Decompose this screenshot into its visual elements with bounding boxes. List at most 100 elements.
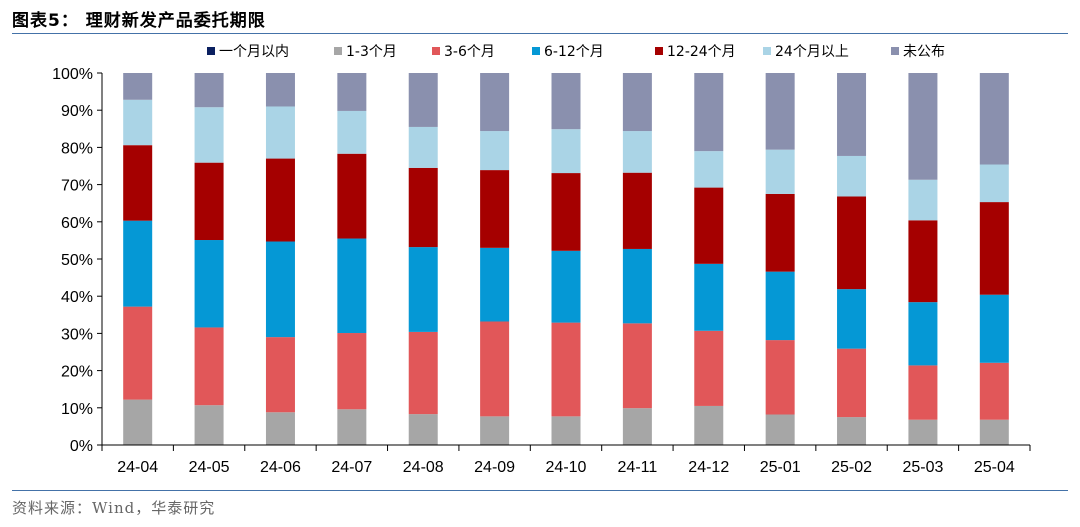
legend-swatch	[763, 47, 771, 55]
bar-segment	[622, 131, 652, 173]
bar-segment	[908, 220, 938, 303]
bar-segment	[265, 241, 295, 338]
bar-segment	[551, 250, 581, 323]
legend-swatch	[207, 47, 215, 55]
bar-segment	[408, 167, 438, 248]
legend-label: 3-6个月	[444, 44, 495, 60]
x-tick-label: 24-12	[688, 459, 729, 476]
chart-legend: 一个月以内 1-3个月 3-6个月 6-12个月 12-24个月 24个月以上 未公布	[207, 44, 945, 60]
bar-segment	[194, 405, 224, 445]
bar-segment	[765, 340, 795, 415]
x-tick-label: 24-05	[189, 459, 230, 476]
y-tick-label: 70%	[61, 178, 93, 195]
bar-segment	[765, 414, 795, 445]
bar-segment	[694, 263, 724, 331]
bar-segment	[765, 271, 795, 341]
bar-segment	[551, 73, 581, 130]
bar-segment	[694, 405, 724, 445]
source-rule	[12, 490, 1068, 491]
bar-segment	[265, 106, 295, 159]
bar-segment	[908, 419, 938, 445]
bar-segment	[979, 202, 1009, 295]
bar-segment	[551, 129, 581, 174]
bar-segment	[908, 73, 938, 180]
bar-segment	[622, 172, 652, 249]
bar-segment	[551, 173, 581, 251]
bar-segment	[265, 73, 295, 107]
legend-swatch	[532, 47, 540, 55]
bar-segment	[123, 145, 153, 221]
bar-segment	[908, 365, 938, 420]
legend-label: 1-3个月	[346, 44, 397, 60]
x-tick-label: 24-10	[546, 459, 587, 476]
bar-segment	[265, 337, 295, 413]
x-tick-label: 24-04	[117, 459, 158, 476]
bar-segment	[908, 302, 938, 366]
bar-segment	[123, 220, 153, 307]
bar-segment	[480, 73, 510, 132]
y-tick-label: 80%	[61, 140, 93, 157]
bar-segment	[408, 331, 438, 415]
bar-segment	[837, 73, 867, 156]
bar-segment	[979, 294, 1009, 363]
bar-segment	[979, 164, 1009, 203]
bar-segment	[408, 247, 438, 332]
legend-label: 24个月以上	[775, 44, 849, 60]
y-axis: 0% 10% 20% 30% 40% 50% 60% 70% 80% 90% 100%	[52, 66, 103, 455]
bar-segment	[694, 73, 724, 152]
bar-segment	[265, 412, 295, 445]
bar-segment	[123, 99, 153, 146]
bar-segment	[480, 321, 510, 417]
y-tick-label: 90%	[61, 103, 93, 120]
bar-segment	[908, 179, 938, 221]
bar-segment	[765, 193, 795, 272]
legend-label: 12-24个月	[667, 44, 736, 60]
bar-segment	[694, 187, 724, 264]
bar-segment	[765, 73, 795, 150]
bars-group	[123, 73, 1009, 445]
bar-segment	[979, 362, 1009, 420]
bar-segment	[837, 417, 867, 445]
bar-segment	[622, 408, 652, 445]
bar-segment	[480, 416, 510, 445]
figure-title: 图表5： 理财新发产品委托期限	[12, 11, 266, 31]
y-tick-label: 0%	[70, 438, 93, 455]
bar-segment	[622, 323, 652, 409]
y-tick-label: 60%	[61, 215, 93, 232]
bar-segment	[337, 238, 367, 334]
bar-segment	[408, 126, 438, 168]
x-tick-label: 24-06	[260, 459, 301, 476]
source-note: 资料来源：Wind，华泰研究	[12, 499, 216, 517]
bar-segment	[480, 170, 510, 248]
legend-label: 未公布	[903, 44, 945, 60]
bar-segment	[622, 73, 652, 132]
bar-segment	[123, 306, 153, 400]
bar-segment	[979, 419, 1009, 445]
y-tick-label: 30%	[61, 326, 93, 343]
bar-segment	[265, 158, 295, 242]
title-rule	[12, 33, 1068, 34]
bar-segment	[837, 155, 867, 197]
legend-swatch	[891, 47, 899, 55]
y-tick-label: 50%	[61, 252, 93, 269]
bar-segment	[337, 333, 367, 410]
bar-segment	[123, 73, 153, 100]
y-tick-label: 40%	[61, 289, 93, 306]
bar-segment	[408, 73, 438, 127]
bar-segment	[194, 162, 224, 241]
bar-segment	[837, 289, 867, 349]
bar-segment	[194, 327, 224, 406]
x-tick-label: 25-02	[831, 459, 872, 476]
x-tick-label: 25-01	[760, 459, 801, 476]
legend-swatch	[432, 47, 440, 55]
legend-label: 一个月以内	[219, 44, 289, 60]
bar-segment	[123, 399, 153, 445]
legend-label: 6-12个月	[544, 44, 604, 60]
bar-segment	[480, 131, 510, 171]
bar-segment	[194, 73, 224, 108]
bar-segment	[551, 322, 581, 417]
x-tick-label: 25-03	[902, 459, 943, 476]
x-tick-label: 24-11	[618, 459, 658, 476]
legend-swatch	[655, 47, 663, 55]
bar-segment	[194, 240, 224, 328]
